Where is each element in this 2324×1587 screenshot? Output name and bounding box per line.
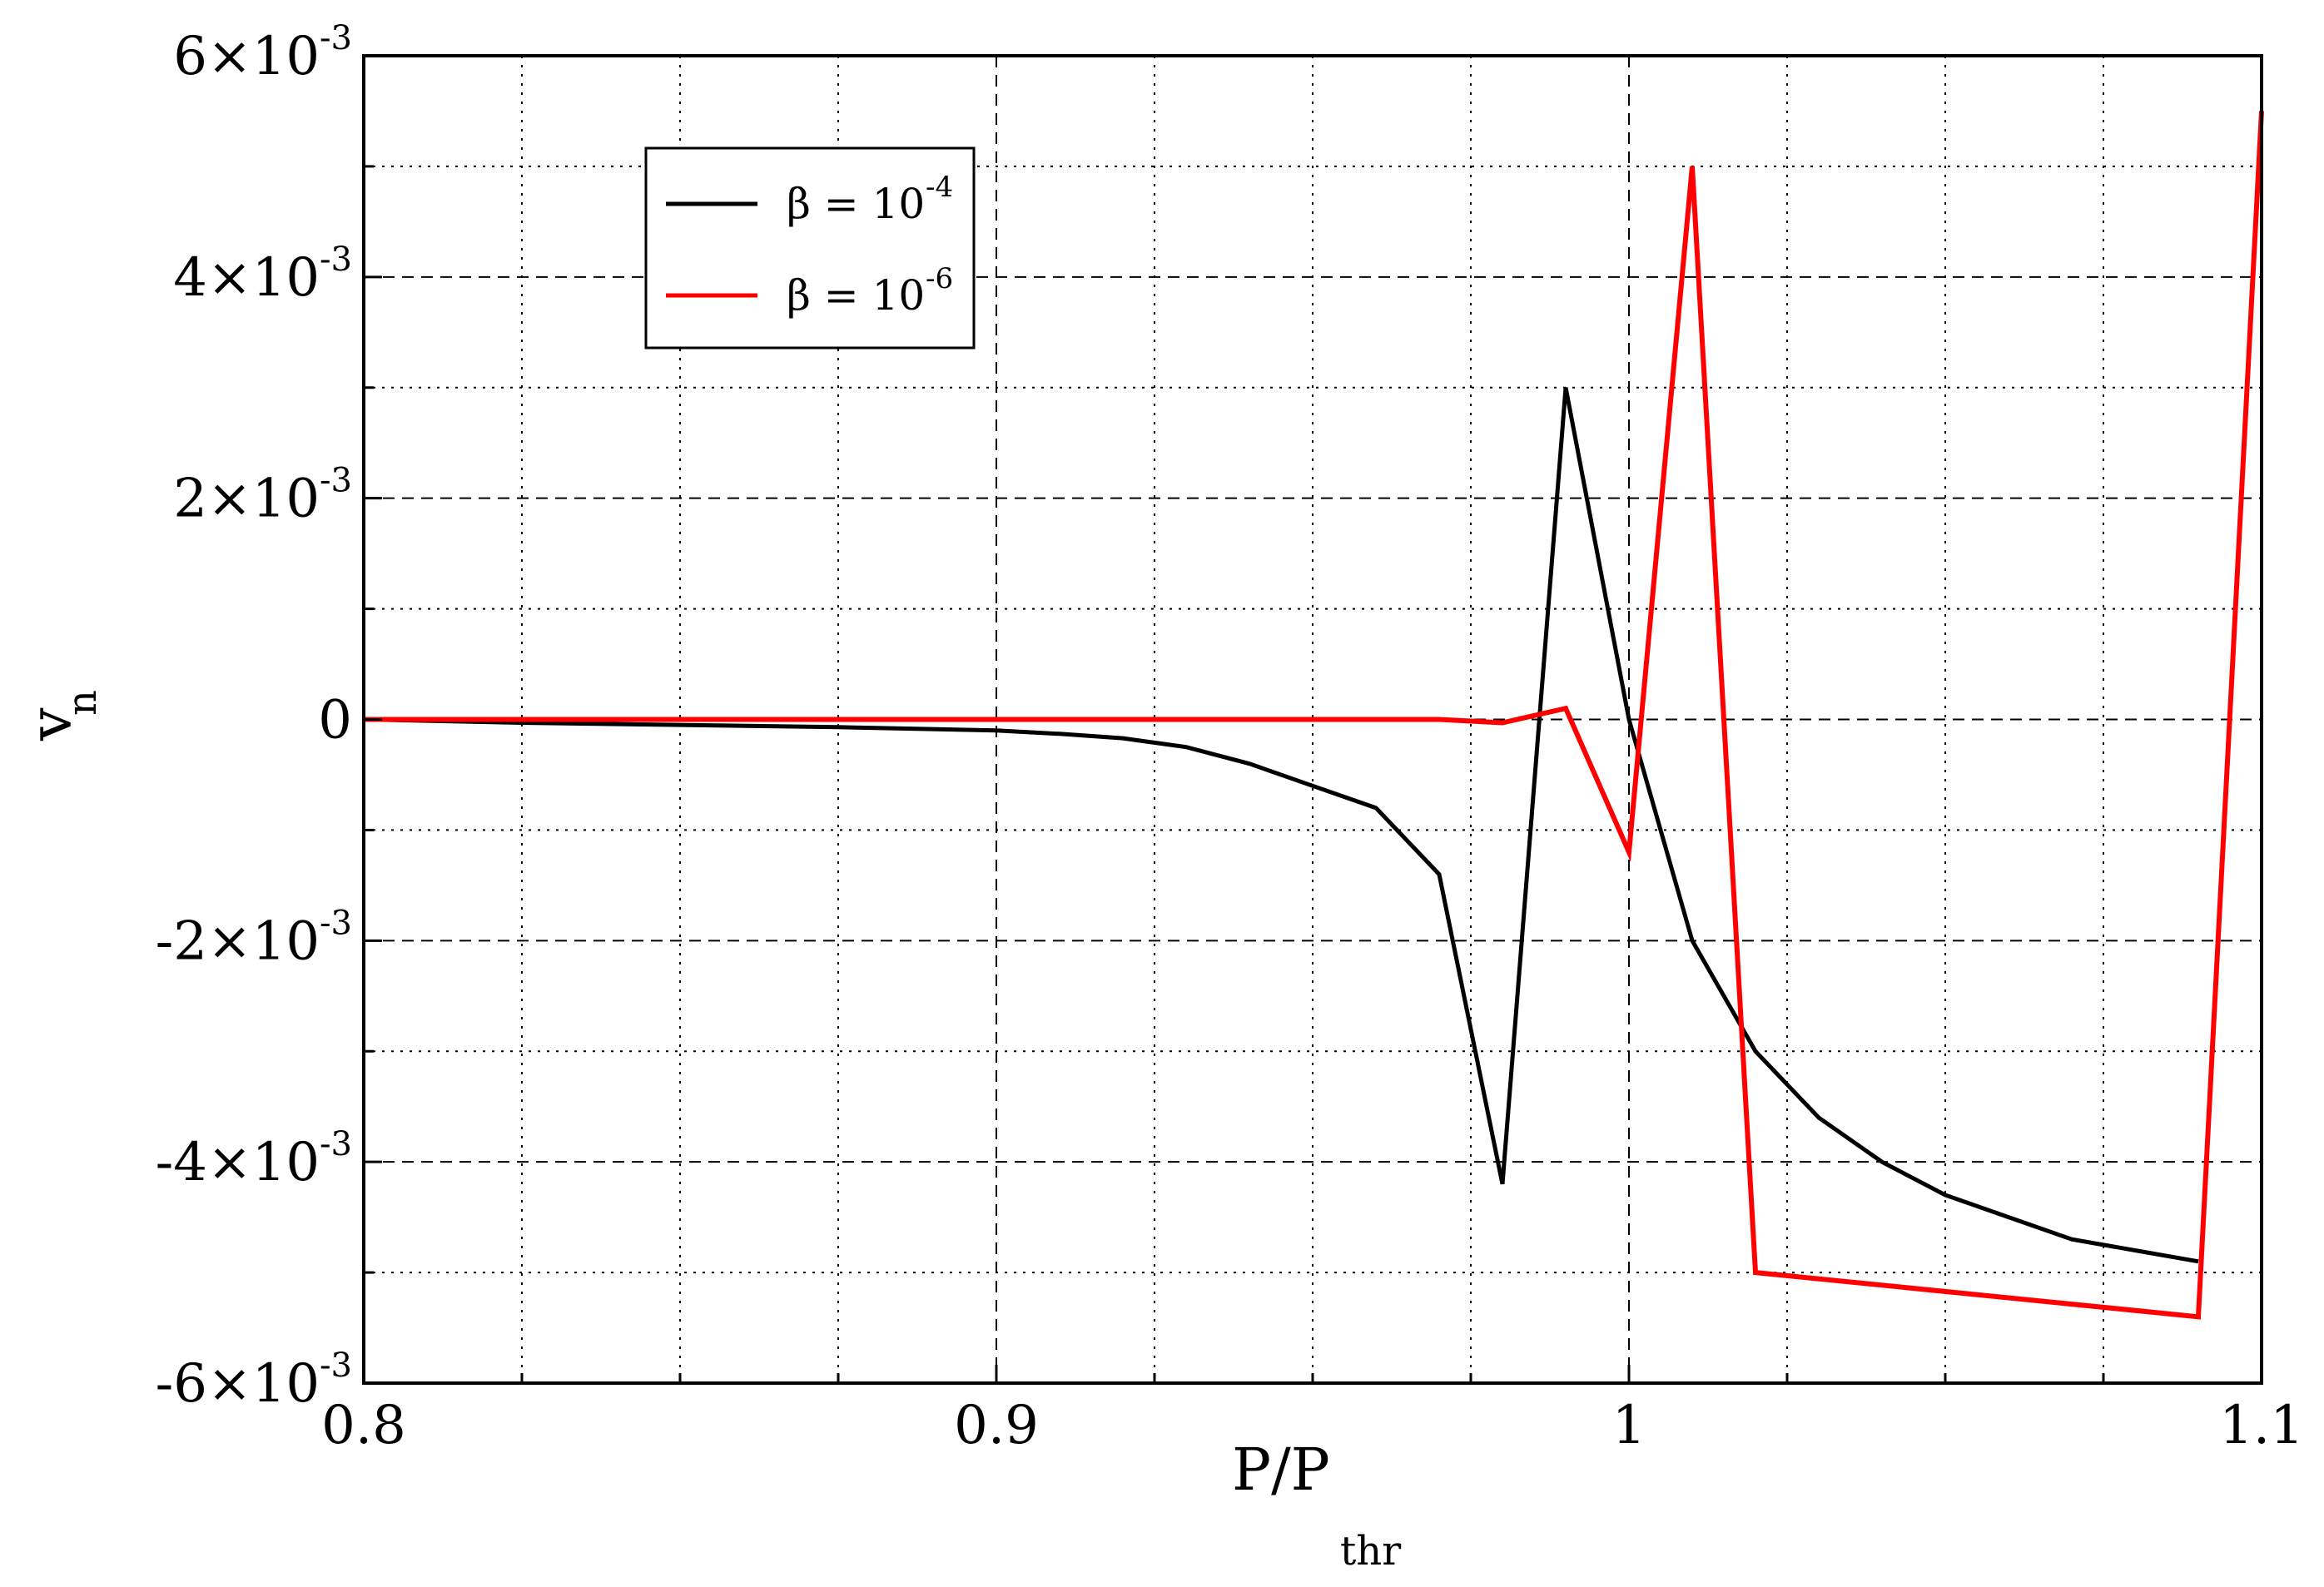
y-axis-title-main: v (17, 707, 85, 741)
y-tick-mantissa: -4×10 (156, 1132, 320, 1193)
y-tick-label: 6×10-3 (173, 19, 352, 87)
y-tick-exponent: -3 (320, 19, 352, 57)
y-tick-mantissa: 6×10 (173, 26, 320, 87)
series-group (363, 111, 2264, 1320)
y-tick-mantissa: 2×10 (173, 469, 320, 530)
y-tick-exponent: -3 (320, 241, 352, 279)
series-line-0 (363, 387, 2199, 1264)
x-axis-title-sub: thr (1340, 1528, 1401, 1575)
y-tick-exponent: -3 (320, 462, 352, 500)
legend: β = 10 -4 β = 10 -6 (644, 146, 976, 350)
legend-box (644, 146, 976, 350)
y-tick-mantissa: -6×10 (156, 1353, 320, 1415)
series-0 (363, 387, 2199, 1264)
y-tick-exponent: -3 (320, 904, 352, 942)
y-tick-mantissa: -2×10 (156, 910, 320, 972)
x-axis-title: P/P thr (1232, 1436, 1401, 1575)
y-tick-mantissa: 0 (318, 690, 352, 751)
y-tick-exponent: -3 (320, 1125, 352, 1163)
legend-exp-beta-1e-6: -6 (926, 262, 953, 295)
y-tick-label: 4×10-3 (173, 241, 352, 309)
legend-exp-beta-1e-4: -4 (926, 171, 953, 204)
legend-label-beta-1e-4: β = 10 (787, 180, 925, 228)
x-tick-label: 0.9 (954, 1395, 1039, 1456)
y-tick-label: -6×10-3 (156, 1346, 352, 1415)
axis-ticks (362, 54, 2263, 1385)
y-tick-exponent: -3 (320, 1346, 352, 1385)
x-tick-label: 1 (1612, 1395, 1646, 1456)
x-tick-label: 1.1 (2219, 1395, 2304, 1456)
legend-label-beta-1e-6: β = 10 (787, 271, 925, 320)
series-1 (363, 111, 2264, 1320)
x-tick-label: 0.8 (321, 1395, 406, 1456)
y-axis-title: v n (17, 690, 106, 741)
y-tick-label: 0 (318, 690, 352, 751)
x-axis-title-main: P/P (1232, 1436, 1330, 1504)
y-axis-title-sub: n (59, 690, 106, 716)
y-tick-label: 2×10-3 (173, 462, 352, 530)
y-tick-label: -2×10-3 (156, 904, 352, 972)
axis-tick-labels: 0.8 0.9 1 1.16×10-34×10-32×10-30-2×10-3-4×1… (156, 19, 2304, 1456)
y-tick-label: -4×10-3 (156, 1125, 352, 1193)
y-tick-mantissa: 4×10 (173, 247, 320, 309)
